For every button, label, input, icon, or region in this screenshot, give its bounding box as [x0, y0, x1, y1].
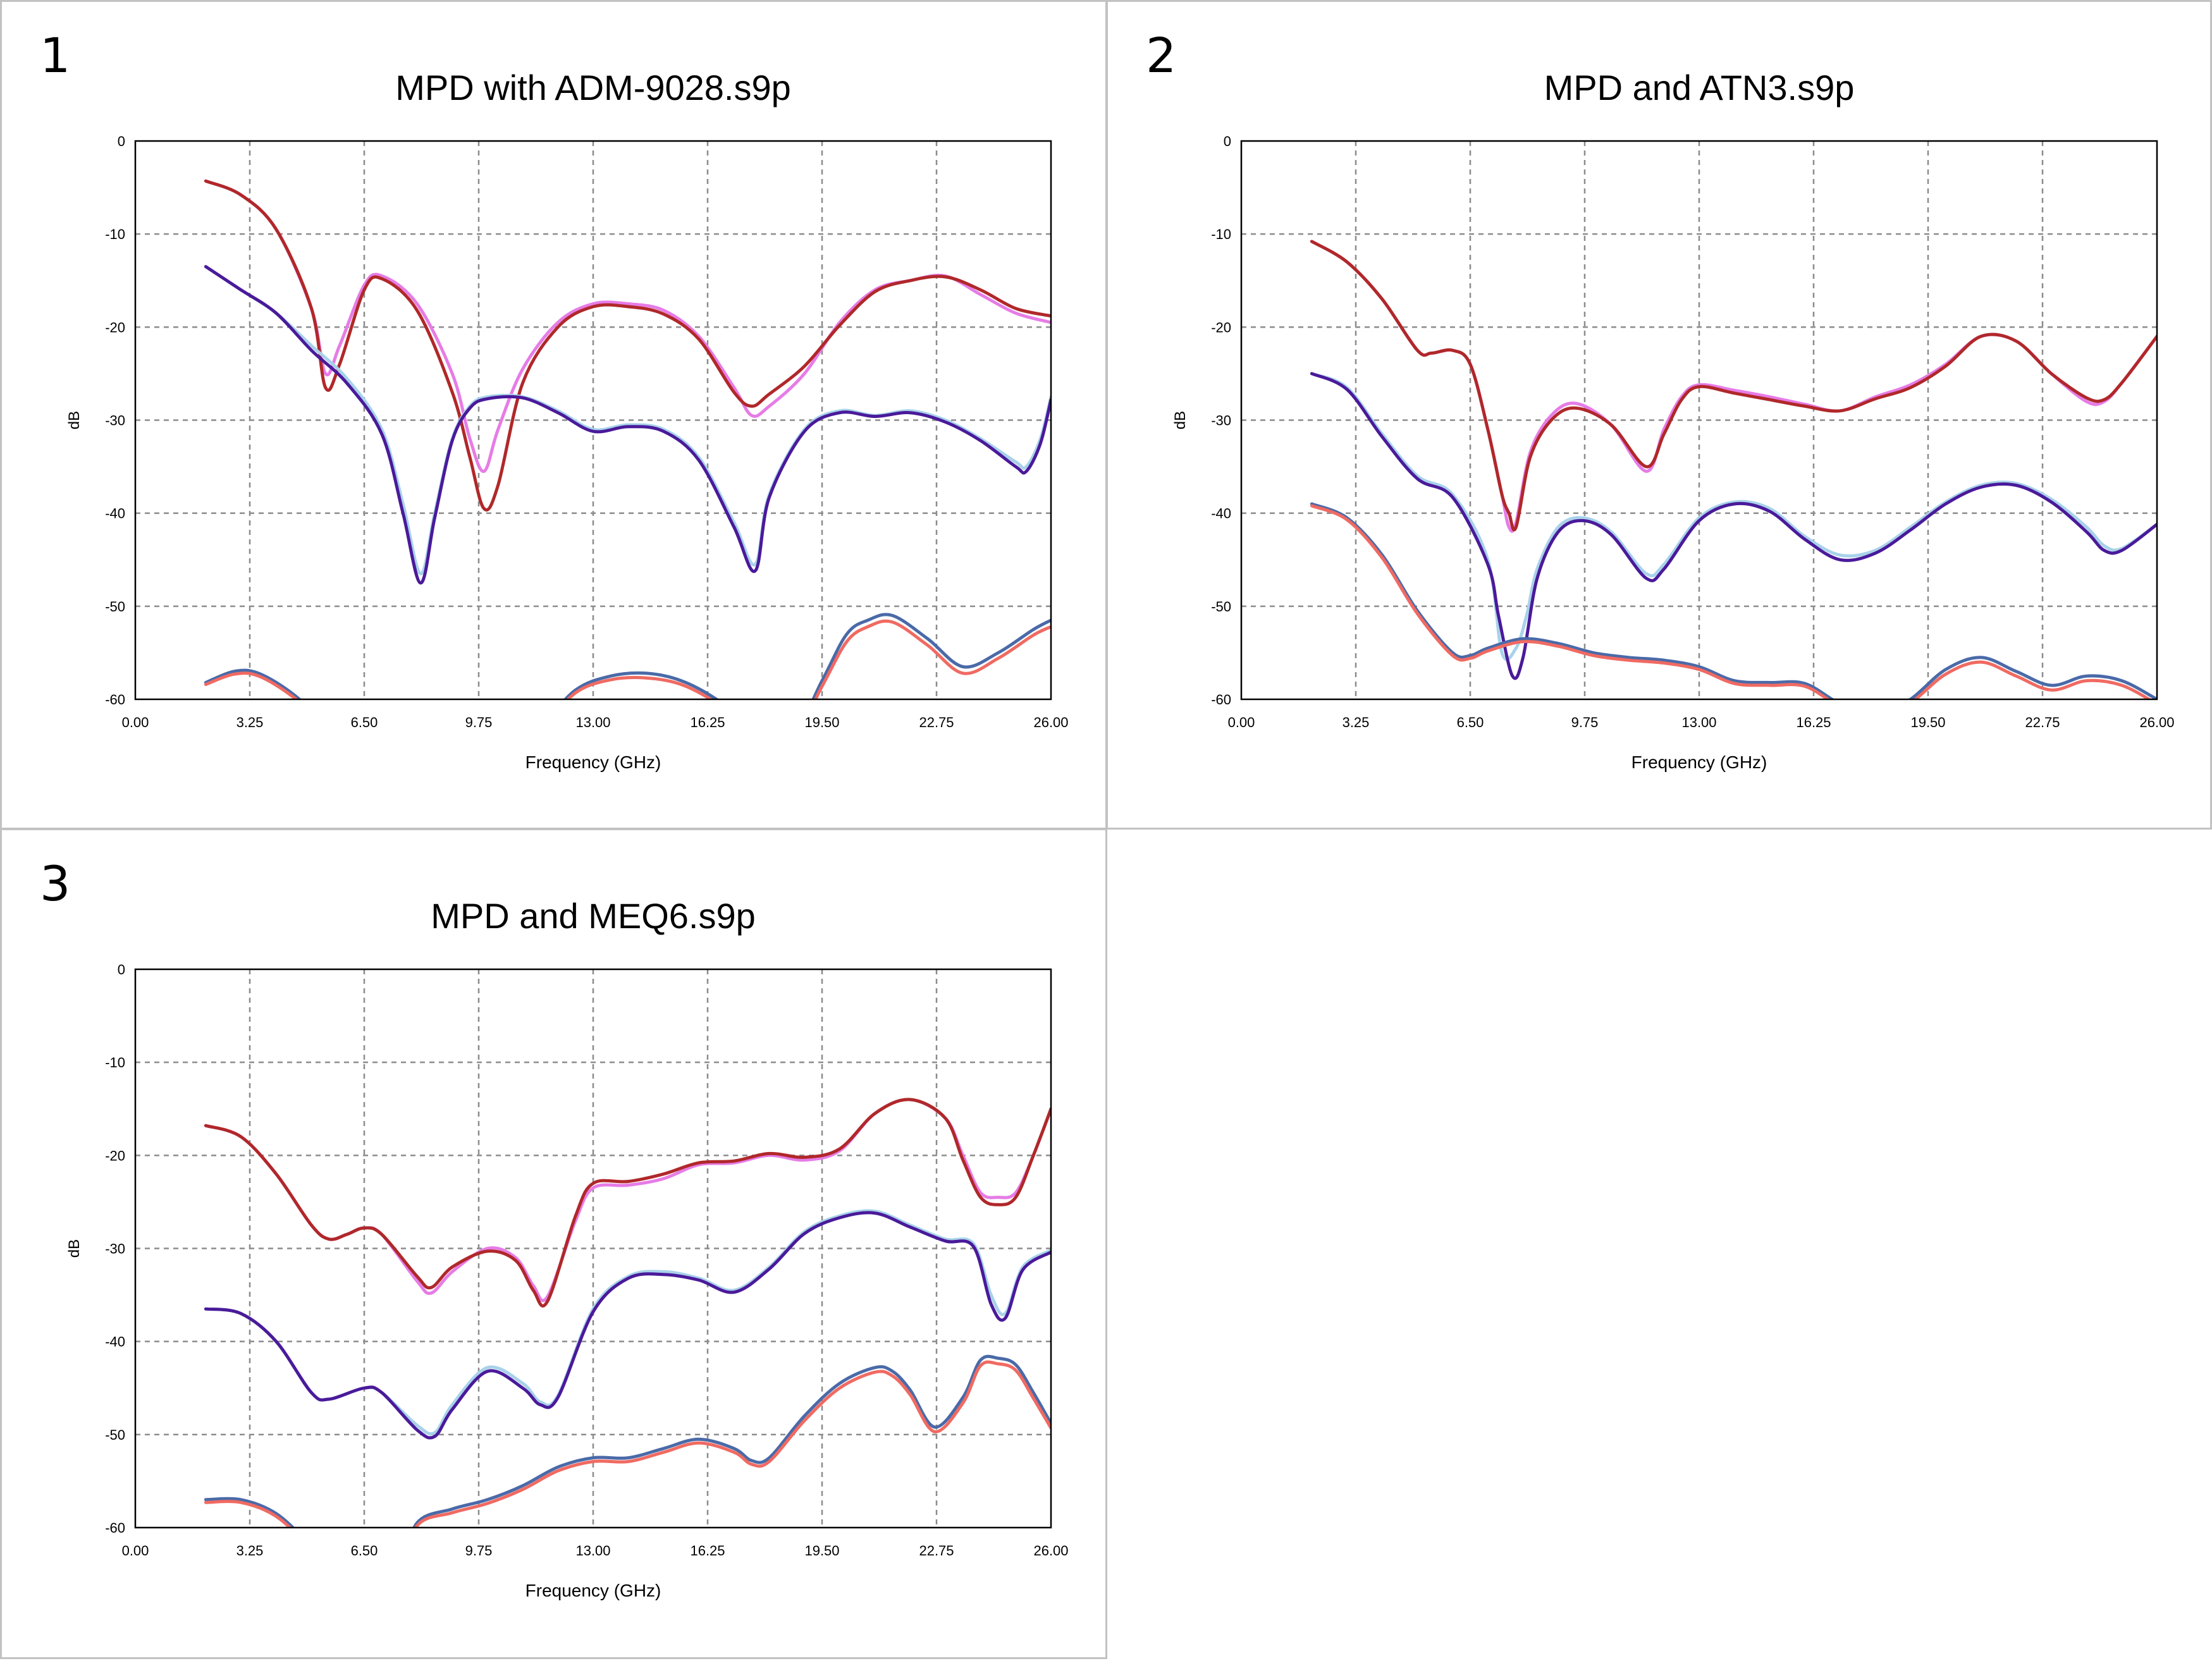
y-axis-label: dB	[66, 1239, 83, 1258]
x-tick-label: 3.25	[237, 714, 264, 730]
series-line	[204, 619, 1051, 699]
y-tick-label: -50	[1211, 599, 1231, 615]
x-tick-label: 19.50	[804, 714, 839, 730]
chart-panel-3: 3 MPD and MEQ6.s9p 0.00 3.25 6.50 9.75 13.00 1…	[0, 828, 1107, 1659]
x-tick-label: 16.25	[690, 1543, 725, 1559]
x-tick-label: 13.00	[575, 1543, 610, 1559]
y-tick-label: -30	[105, 1241, 125, 1257]
y-tick-label: -60	[105, 692, 125, 708]
series-line	[1310, 504, 2153, 699]
series-line	[1310, 372, 2157, 680]
x-tick-label: 16.25	[1796, 714, 1831, 730]
y-tick-label: -30	[105, 413, 125, 429]
x-tick-label: 13.00	[1681, 714, 1716, 730]
panel-number: 2	[1146, 27, 1177, 83]
series-line	[204, 265, 1051, 585]
series-group	[204, 1098, 1051, 1528]
empty-panel	[1107, 830, 2212, 1659]
series-line	[1310, 240, 2157, 532]
y-tick-label: -40	[1211, 506, 1231, 522]
x-tick-label: 22.75	[919, 714, 954, 730]
x-tick-label: 9.75	[465, 714, 493, 730]
x-tick-label: 3.25	[237, 1543, 264, 1559]
series-line	[204, 265, 1051, 575]
x-tick-label: 0.00	[122, 1543, 149, 1559]
series-line	[204, 1354, 1051, 1528]
y-tick-label: -50	[105, 599, 125, 615]
y-tick-label: -20	[105, 1148, 125, 1163]
x-axis-label: Frequency (GHz)	[1631, 752, 1767, 772]
panel-number: 1	[40, 27, 71, 83]
line-chart: MPD and ATN3.s9p 0.00 3.25 6.50 9.75 13.00 16.…	[1172, 68, 2175, 772]
series-line	[204, 1209, 1051, 1436]
x-tick-label: 0.00	[122, 714, 149, 730]
y-tick-label: -40	[105, 1334, 125, 1350]
plot-frame	[1240, 140, 2158, 701]
x-tick-label: 3.25	[1343, 714, 1370, 730]
x-tick-label: 22.75	[2025, 714, 2060, 730]
y-tick-label: -20	[105, 319, 125, 335]
x-tick-label: 6.50	[351, 1543, 378, 1559]
y-tick-label: -10	[105, 1055, 125, 1070]
y-tick-label: -60	[1211, 692, 1231, 708]
chart-panel-1: 1 MPD with ADM-9028.s9p 0.00 3.25 6.50 9.75 1…	[0, 0, 1107, 830]
x-tick-label: 19.50	[804, 1543, 839, 1559]
grid-lines	[1241, 141, 2157, 699]
series-line	[204, 1098, 1051, 1302]
x-tick-label: 16.25	[690, 714, 725, 730]
plot-frame	[134, 968, 1052, 1529]
plot-frame	[134, 140, 1052, 701]
grid-lines	[135, 141, 1051, 699]
series-line	[204, 613, 1051, 699]
x-tick-label: 13.00	[575, 714, 610, 730]
y-tick-label: -10	[105, 226, 125, 242]
series-line	[204, 1098, 1051, 1308]
series-group	[204, 179, 1051, 699]
y-tick-label: -40	[105, 506, 125, 522]
series-line	[1310, 372, 2157, 661]
series-group	[1310, 240, 2157, 699]
series-line	[204, 1211, 1051, 1440]
x-tick-label: 9.75	[465, 1543, 493, 1559]
panel-number: 3	[40, 855, 71, 912]
x-tick-label: 6.50	[351, 714, 378, 730]
line-chart: MPD with ADM-9028.s9p 0.00 3.25 6.50 9.75 13.…	[66, 68, 1069, 772]
chart-title: MPD and ATN3.s9p	[1544, 68, 1855, 107]
y-tick-label: -10	[1211, 226, 1231, 242]
y-tick-label: -60	[105, 1520, 125, 1536]
chart-title: MPD and MEQ6.s9p	[431, 896, 756, 936]
x-axis-label: Frequency (GHz)	[525, 1581, 661, 1600]
grid-lines	[135, 969, 1051, 1528]
y-tick-label: -30	[1211, 413, 1231, 429]
chart-title: MPD with ADM-9028.s9p	[395, 68, 791, 107]
x-tick-label: 26.00	[2139, 714, 2174, 730]
chart-panel-2: 2 MPD and ATN3.s9p 0.00 3.25 6.50 9.75 13.00 1…	[1106, 0, 2212, 830]
series-line	[204, 1360, 1051, 1528]
x-tick-label: 6.50	[1457, 714, 1484, 730]
x-tick-label: 19.50	[1910, 714, 1945, 730]
x-tick-label: 22.75	[919, 1543, 954, 1559]
series-line	[204, 179, 1051, 512]
x-tick-label: 0.00	[1228, 714, 1255, 730]
series-line	[1310, 502, 2157, 699]
y-tick-label: -20	[1211, 319, 1231, 335]
y-tick-label: 0	[118, 962, 125, 978]
line-chart: MPD and MEQ6.s9p 0.00 3.25 6.50 9.75 13.00 16.…	[66, 896, 1069, 1600]
y-axis-label: dB	[1172, 411, 1189, 429]
y-tick-label: 0	[118, 133, 125, 149]
y-axis-label: dB	[66, 411, 83, 429]
y-tick-label: 0	[1224, 133, 1231, 149]
x-tick-label: 9.75	[1571, 714, 1599, 730]
x-axis-label: Frequency (GHz)	[525, 752, 661, 772]
x-tick-label: 26.00	[1033, 1543, 1068, 1559]
x-tick-label: 26.00	[1033, 714, 1068, 730]
y-tick-label: -50	[105, 1427, 125, 1443]
